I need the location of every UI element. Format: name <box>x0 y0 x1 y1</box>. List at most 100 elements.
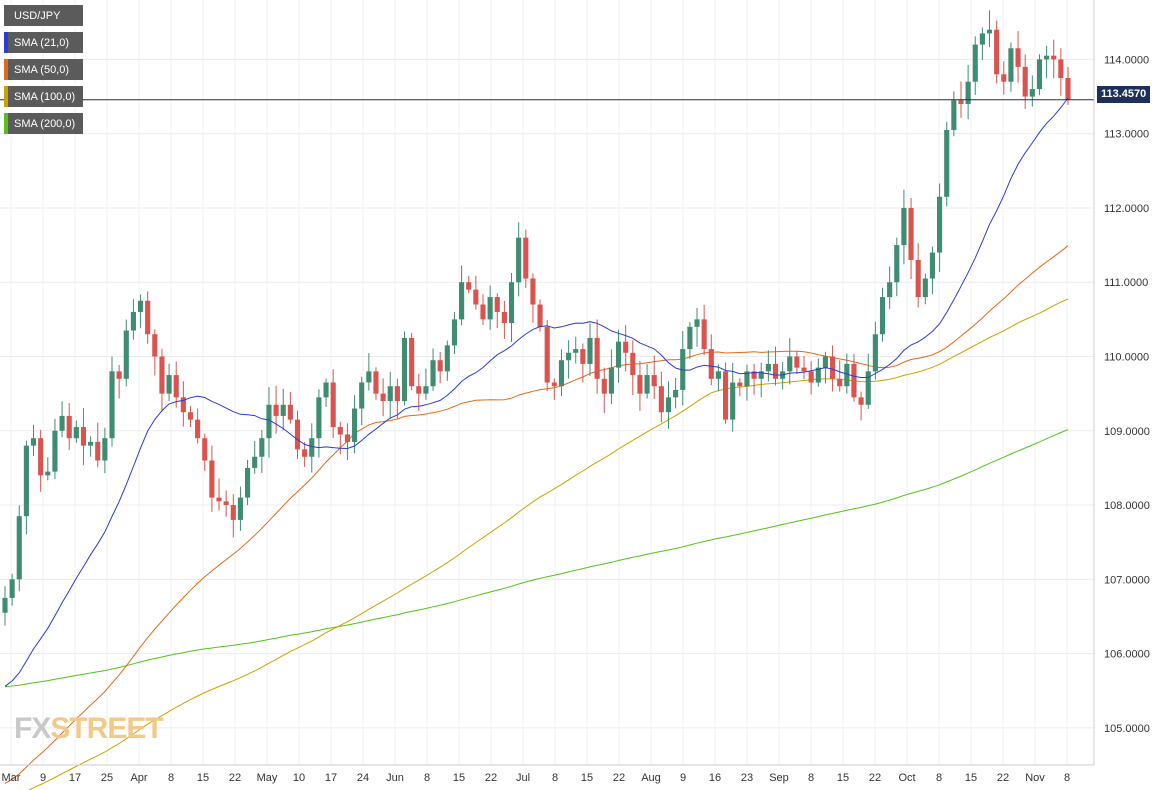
candle-body <box>815 367 821 383</box>
candle-body <box>822 356 829 368</box>
candle-body <box>651 375 657 387</box>
candle <box>687 322 693 359</box>
candle-body <box>573 349 579 353</box>
x-tick-label: 15 <box>837 772 849 784</box>
candle-body <box>516 237 522 283</box>
candle <box>280 388 286 431</box>
legend-item-sma-200[interactable]: SMA (200,0) <box>4 113 84 134</box>
candle-body <box>109 371 115 439</box>
candle-body <box>922 278 928 298</box>
candle <box>1022 54 1028 109</box>
candle-body <box>130 311 136 331</box>
candle-body <box>587 337 593 364</box>
candle-body <box>244 467 251 498</box>
candle <box>387 371 393 419</box>
legend-item-sma-100[interactable]: SMA (100,0) <box>4 86 84 107</box>
candle-body <box>409 337 415 387</box>
sma-path <box>28 298 1069 790</box>
candle-body <box>787 356 793 372</box>
candle <box>444 340 450 381</box>
x-tick-label: 22 <box>229 772 241 784</box>
legend-item-sma-50[interactable]: SMA (50,0) <box>4 59 84 80</box>
candle <box>865 353 871 409</box>
x-tick-label: 22 <box>613 772 625 784</box>
candle <box>109 356 115 447</box>
candle-body <box>1044 55 1050 60</box>
candle <box>722 362 729 424</box>
candle <box>66 403 72 450</box>
candle <box>330 369 336 438</box>
candle-body <box>965 81 971 104</box>
candle <box>708 334 714 386</box>
candle <box>23 440 29 535</box>
candle-body <box>430 360 436 387</box>
candle <box>152 329 158 376</box>
legend-item-usdjpy[interactable]: USD/JPY <box>4 5 84 26</box>
candle-body <box>38 438 44 476</box>
candle-body <box>230 505 236 520</box>
candle <box>294 410 301 459</box>
candle-body <box>123 330 129 379</box>
candle <box>751 363 757 395</box>
candle <box>287 392 293 424</box>
x-tick-label: 15 <box>581 772 593 784</box>
candle-body <box>52 430 58 472</box>
legend-label: SMA (200,0) <box>14 117 76 130</box>
candle-body <box>180 397 186 413</box>
candle-body <box>444 345 450 372</box>
candle-body <box>658 386 664 413</box>
x-tick-label: Aug <box>641 772 661 784</box>
candle-body <box>508 282 515 324</box>
x-tick-label: 15 <box>453 772 465 784</box>
x-tick-label: 22 <box>997 772 1009 784</box>
candle-body <box>644 375 650 394</box>
candle <box>623 325 629 372</box>
candle <box>187 406 194 428</box>
candle-body <box>316 397 322 439</box>
y-tick-label: 110.0000 <box>1104 352 1149 364</box>
candle <box>701 304 707 356</box>
y-tick-label: 111.0000 <box>1104 277 1148 289</box>
candle-body <box>851 363 857 398</box>
sma-100-line <box>28 298 1069 790</box>
candle <box>9 573 15 606</box>
candle <box>302 442 308 467</box>
candle-body <box>951 100 957 130</box>
candle <box>730 363 736 432</box>
x-tick-label: 23 <box>741 772 753 784</box>
legend-item-sma-21[interactable]: SMA (21,0) <box>4 32 84 53</box>
candle-body <box>972 44 978 82</box>
candle-body <box>1008 48 1014 82</box>
candle-body <box>808 371 814 383</box>
legend-label: USD/JPY <box>14 9 61 22</box>
candle <box>887 266 893 309</box>
candle-body <box>737 382 743 387</box>
candle <box>1015 31 1021 83</box>
candle-body <box>715 371 721 379</box>
legend-label: SMA (50,0) <box>14 63 70 76</box>
candle-body <box>730 382 736 420</box>
candle-body <box>173 375 179 398</box>
x-tick-label: May <box>257 772 278 784</box>
candle <box>1029 75 1035 107</box>
candle-body <box>223 501 229 506</box>
candle <box>986 10 993 48</box>
y-tick-label: 113.0000 <box>1104 129 1149 141</box>
candle-body <box>879 297 886 335</box>
candle-body <box>986 29 993 34</box>
candle-body <box>116 371 122 379</box>
candle <box>480 294 486 325</box>
legend-swatch <box>4 32 8 53</box>
sma-path <box>4 97 1069 687</box>
candle <box>858 391 864 421</box>
candle <box>566 340 572 379</box>
x-tick-label: 9 <box>680 772 686 784</box>
candle <box>744 364 750 401</box>
candle <box>815 358 821 387</box>
candle <box>137 294 144 329</box>
candle <box>915 243 921 308</box>
legend-label: SMA (21,0) <box>14 36 70 49</box>
candle <box>972 36 978 95</box>
candle-body <box>929 252 936 279</box>
candle-body <box>601 378 607 394</box>
